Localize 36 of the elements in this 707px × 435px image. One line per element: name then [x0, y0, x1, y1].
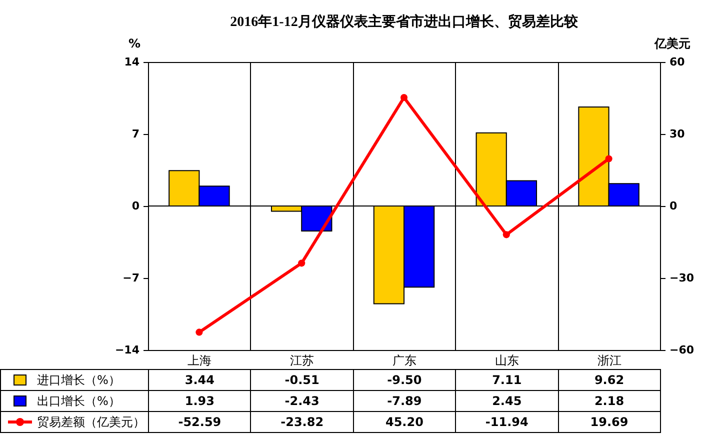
chart-title: 2016年1-12月仪器仪表主要省市进出口增长、贸易差比较 [230, 13, 579, 30]
x-tick-label: 上海 [188, 354, 212, 368]
data-label: -2.43 [250, 390, 354, 412]
y-tick-label: −7 [122, 272, 140, 284]
data-label: 2.45 [456, 390, 558, 412]
x-tick-label: 广东 [392, 354, 416, 368]
data-label: 19.69 [558, 412, 660, 432]
data-label: -7.89 [353, 390, 456, 412]
y2-tick-label: −30 [670, 272, 694, 284]
y-axis-title: % [128, 36, 140, 50]
data-label: -23.82 [250, 412, 354, 432]
y-tick-label: 7 [132, 128, 140, 140]
data-label: 2.18 [558, 390, 660, 412]
data-label: -9.50 [353, 370, 456, 390]
y-tick-label: −14 [114, 344, 140, 356]
data-label: -52.59 [148, 412, 251, 432]
legend-label: 进口增长（%） [0, 370, 148, 390]
y-tick-label: 14 [124, 56, 140, 68]
data-label: -11.94 [456, 412, 558, 432]
data-label: 1.93 [148, 390, 251, 412]
y2-tick-label: 30 [670, 128, 686, 140]
data-label: 45.20 [353, 412, 456, 432]
legend-label: 贸易差额（亿美元） [0, 412, 148, 432]
y2-tick-label: 0 [670, 200, 678, 212]
y2-axis-title: 亿美元 [654, 36, 690, 50]
y-tick-label: 0 [132, 200, 140, 212]
y2-tick-label: 60 [670, 56, 686, 68]
data-label: 9.62 [558, 370, 660, 390]
data-label: 3.44 [148, 370, 251, 390]
data-label: 7.11 [456, 370, 558, 390]
y2-tick-label: −60 [670, 344, 694, 356]
legend-label: 出口增长（%） [0, 390, 148, 412]
data-label: -0.51 [250, 370, 354, 390]
x-tick-label: 山东 [494, 354, 519, 368]
x-tick-label: 江苏 [290, 354, 314, 368]
x-tick-label: 浙江 [597, 354, 622, 368]
